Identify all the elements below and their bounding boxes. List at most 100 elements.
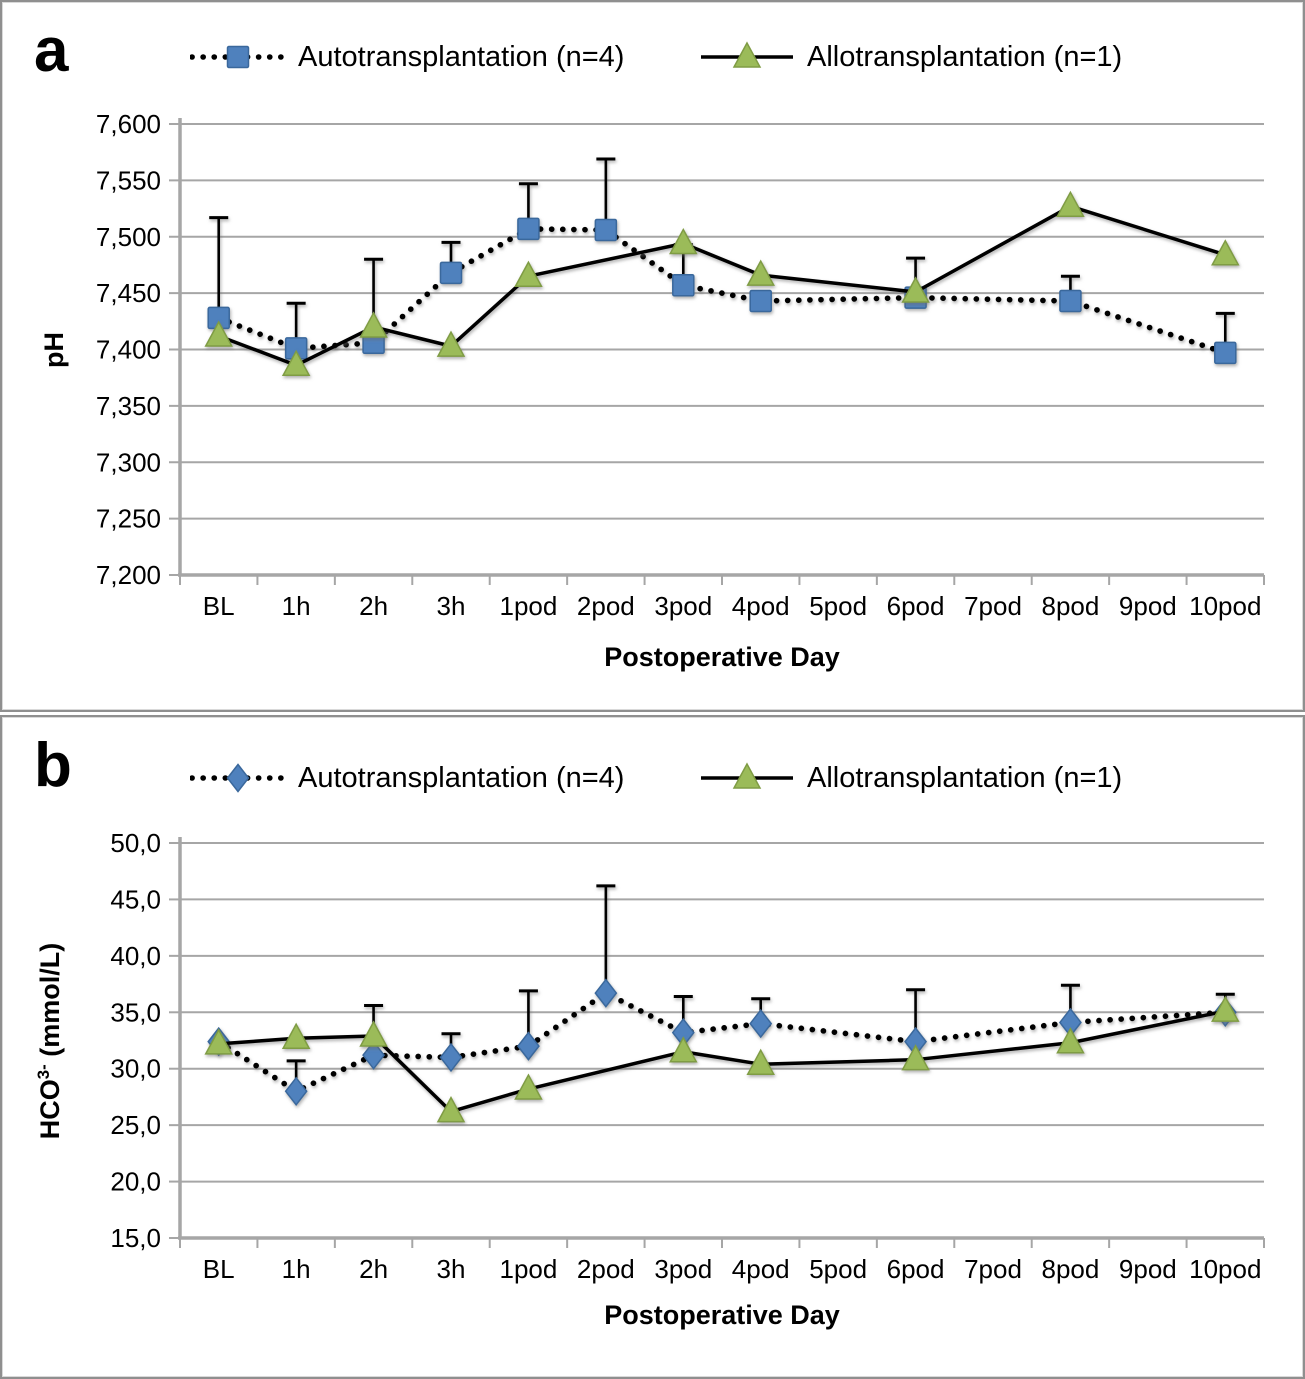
- y-axis-title: HCO3- (mmol/L): [34, 942, 65, 1140]
- data-point-marker-triangle: [901, 276, 930, 303]
- legend-item-autotransplantation: Autotransplantation (n=4): [190, 34, 624, 80]
- x-tick-label: BL: [203, 591, 235, 621]
- data-point-marker-square: [1059, 289, 1082, 313]
- y-tick-label: 20,0: [110, 1167, 161, 1197]
- data-point-marker-triangle: [1056, 1027, 1085, 1054]
- data-point-marker-triangle: [746, 259, 775, 286]
- x-tick-label: 2h: [359, 1254, 388, 1284]
- data-point-marker-diamond: [749, 1008, 773, 1039]
- panel-b-letter: b: [34, 731, 72, 800]
- panel-a: a Autotransplantation (n=4) Allotranspla…: [0, 0, 1305, 712]
- legend-label: Autotransplantation (n=4): [298, 40, 625, 73]
- data-point-marker-triangle: [204, 1028, 233, 1055]
- x-tick-label: 2pod: [577, 1254, 635, 1284]
- y-tick-label: 7,550: [96, 165, 161, 195]
- data-point-marker-triangle: [281, 1022, 311, 1049]
- x-tick-label: 2h: [359, 591, 388, 621]
- x-tick-label: 6pod: [887, 1254, 945, 1284]
- legend-label: Allotransplantation (n=1): [807, 40, 1123, 73]
- legend-item-autotransplantation: Autotransplantation (n=4): [190, 755, 624, 801]
- series-line-dotted: [215, 989, 1229, 1095]
- data-point-marker-triangle: [669, 1036, 698, 1063]
- series-line-solid: [218, 204, 1226, 368]
- y-tick-label: 7,350: [96, 391, 161, 421]
- panel-a-letter: a: [34, 16, 69, 85]
- legend-sample-solid-triangle-icon: [701, 41, 793, 68]
- y-tick-label: 7,400: [96, 335, 161, 365]
- data-point-marker-triangle: [732, 41, 762, 68]
- x-tick-label: 5pod: [809, 1254, 867, 1284]
- data-point-marker-triangle: [359, 1020, 388, 1047]
- y-tick-label: 7,600: [96, 109, 161, 139]
- legend-sample-dotted-square-icon: [190, 45, 286, 69]
- x-tick-label: 7pod: [964, 591, 1022, 621]
- legend-item-allotransplantation: Allotransplantation (n=1): [699, 34, 1122, 80]
- series-allotransplantation: [204, 995, 1240, 1123]
- chart-a-plot: 7,200 7,250 7,300 7,350 7,400 7,450 7,500 7,550…: [96, 109, 1265, 621]
- legend-sample-solid-triangle-icon: [701, 762, 793, 789]
- data-point-marker-square: [749, 289, 772, 313]
- data-point-marker-triangle: [669, 227, 698, 255]
- data-point-marker-square: [594, 218, 618, 242]
- data-point-marker-triangle: [1211, 995, 1240, 1022]
- data-point-marker-triangle: [901, 1044, 930, 1071]
- data-point-marker-square: [226, 45, 250, 69]
- x-tick-label: 10pod: [1189, 1254, 1261, 1284]
- legend-label: Autotransplantation (n=4): [298, 761, 625, 794]
- x-tick-label: 1pod: [500, 591, 558, 621]
- x-tick-label: 8pod: [1042, 591, 1100, 621]
- x-tick-label: 3pod: [654, 1254, 712, 1284]
- series-line-solid: [218, 1009, 1226, 1114]
- panel-b: b Autotransplantation (n=4) Allotranspla…: [0, 715, 1305, 1379]
- legend-sample-dotted-diamond-icon: [190, 763, 286, 793]
- data-point-marker-triangle: [746, 1048, 775, 1075]
- data-point-marker-triangle: [1211, 239, 1240, 266]
- x-tick-label: 5pod: [809, 591, 867, 621]
- y-tick-label: 7,500: [96, 222, 161, 252]
- x-tick-label: 3h: [437, 591, 466, 621]
- data-point-marker-diamond: [594, 978, 618, 1008]
- y-tick-label: 30,0: [110, 1054, 161, 1084]
- x-tick-label: 9pod: [1119, 1254, 1177, 1284]
- data-point-marker-square: [1214, 341, 1237, 365]
- x-tick-label: 1h: [282, 1254, 311, 1284]
- data-point-marker-triangle: [732, 762, 762, 789]
- data-point-marker-diamond: [516, 1031, 540, 1061]
- x-tick-label: 8pod: [1042, 1254, 1100, 1284]
- y-tick-label: 35,0: [110, 997, 161, 1027]
- data-point-marker-triangle: [204, 320, 233, 347]
- y-axis-title: pH: [39, 332, 69, 368]
- data-point-marker-triangle: [436, 330, 466, 357]
- x-tick-label: 2pod: [577, 591, 635, 621]
- data-point-marker-diamond: [362, 1040, 386, 1070]
- y-tick-label: 45,0: [110, 884, 161, 914]
- legend-item-allotransplantation: Allotransplantation (n=1): [699, 755, 1122, 801]
- x-tick-label: 1h: [282, 591, 311, 621]
- data-point-marker-square: [439, 261, 463, 285]
- x-tick-label: 1pod: [500, 1254, 558, 1284]
- data-point-marker-diamond: [226, 763, 250, 793]
- y-tick-label: 7,250: [96, 504, 161, 534]
- x-tick-label: 7pod: [964, 1254, 1022, 1284]
- y-tick-label: 7,200: [96, 560, 161, 590]
- y-tick-label: 40,0: [110, 941, 161, 971]
- x-tick-label: 3h: [437, 1254, 466, 1284]
- data-point-marker-triangle: [1056, 190, 1085, 218]
- legend-label: Allotransplantation (n=1): [807, 761, 1123, 794]
- x-tick-label: 6pod: [887, 591, 945, 621]
- data-point-marker-triangle: [514, 260, 543, 287]
- y-tick-label: 25,0: [110, 1110, 161, 1140]
- y-tick-label: 7,300: [96, 447, 161, 477]
- data-point-marker-diamond: [439, 1042, 463, 1073]
- data-point-marker-triangle: [359, 311, 388, 338]
- series-allotransplantation: [204, 190, 1240, 377]
- x-tick-label: 9pod: [1119, 591, 1177, 621]
- data-point-marker-diamond: [284, 1076, 308, 1107]
- x-tick-label: 10pod: [1189, 591, 1261, 621]
- x-tick-label: BL: [203, 1254, 235, 1284]
- data-point-marker-square: [517, 217, 540, 241]
- series-autotransplantation: [207, 884, 1237, 1107]
- y-tick-label: 50,0: [110, 828, 161, 858]
- x-axis-title: Postoperative Day: [604, 642, 840, 672]
